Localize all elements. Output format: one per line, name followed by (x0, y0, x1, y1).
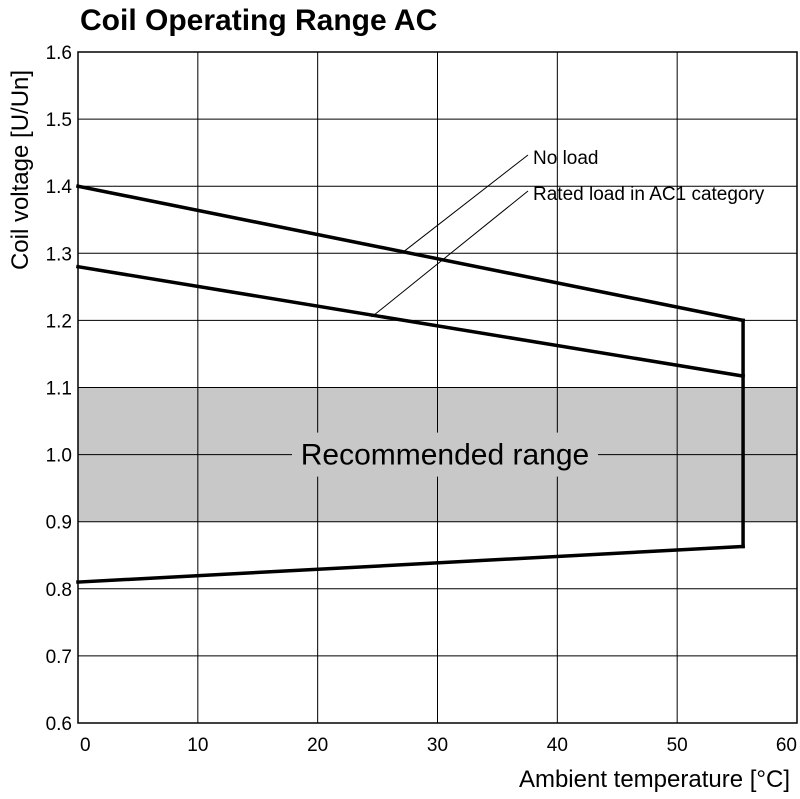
y-tick-label: 1.0 (46, 446, 72, 467)
y-tick-label: 0.6 (46, 714, 72, 735)
annotation-leader-0 (401, 154, 529, 254)
y-tick-label: 1.3 (46, 244, 72, 265)
x-tick-label: 20 (307, 735, 328, 756)
chart-title: Coil Operating Range AC (80, 4, 437, 37)
y-tick-label: 1.6 (46, 43, 72, 64)
x-axis-label: Ambient temperature [°C] (519, 766, 790, 793)
band-label: Recommended range (301, 439, 590, 472)
annotation-label-1: Rated load in AC1 category (533, 184, 765, 205)
annotation-label-0: No load (533, 148, 599, 169)
plot-frame (77, 51, 798, 724)
y-axis-label: Coil voltage [U/Un] (7, 70, 34, 270)
y-tick-label: 0.9 (46, 513, 72, 534)
x-tick-label: 40 (547, 735, 568, 756)
series-line-0 (75, 184, 746, 323)
x-tick-label: 30 (427, 735, 448, 756)
y-tick-label: 0.7 (46, 647, 72, 668)
y-tick-label: 0.8 (46, 580, 72, 601)
x-tick-label: 0 (80, 735, 91, 756)
y-tick-label: 1.5 (46, 110, 72, 131)
x-tick-label: 10 (187, 735, 208, 756)
y-tick-label: 1.4 (46, 177, 73, 198)
annotation-leader-1 (371, 190, 529, 318)
band-label-cutout (292, 432, 598, 477)
series-line-1 (75, 264, 746, 379)
series-line-2 (76, 544, 745, 584)
y-tick-label: 1.1 (46, 379, 72, 400)
x-tick-label: 60 (776, 735, 797, 756)
y-tick-label: 1.2 (46, 311, 72, 332)
x-tick-label: 50 (667, 735, 688, 756)
